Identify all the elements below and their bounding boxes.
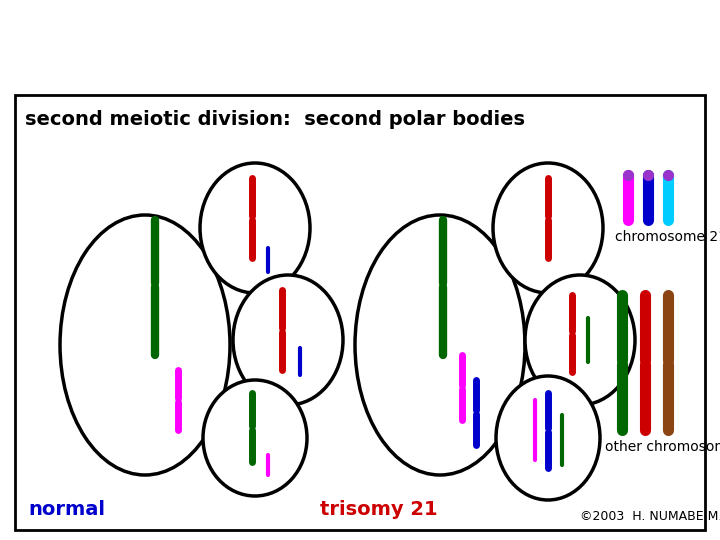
- Text: chromosome 21: chromosome 21: [615, 230, 720, 244]
- Ellipse shape: [496, 376, 600, 500]
- Ellipse shape: [525, 275, 635, 405]
- Bar: [15, 95, 705, 530]
- Ellipse shape: [355, 215, 525, 475]
- Text: other chromosomes: other chromosomes: [605, 440, 720, 454]
- Ellipse shape: [203, 380, 307, 496]
- Ellipse shape: [493, 163, 603, 293]
- Text: normal: normal: [28, 500, 105, 519]
- Text: second meiotic division:  second polar bodies: second meiotic division: second polar bo…: [25, 110, 525, 129]
- Ellipse shape: [60, 215, 230, 475]
- Text: trisomy 21: trisomy 21: [320, 500, 438, 519]
- Ellipse shape: [200, 163, 310, 293]
- Text: ©2003  H. NUMABE M.D.: ©2003 H. NUMABE M.D.: [580, 510, 720, 523]
- Ellipse shape: [233, 275, 343, 405]
